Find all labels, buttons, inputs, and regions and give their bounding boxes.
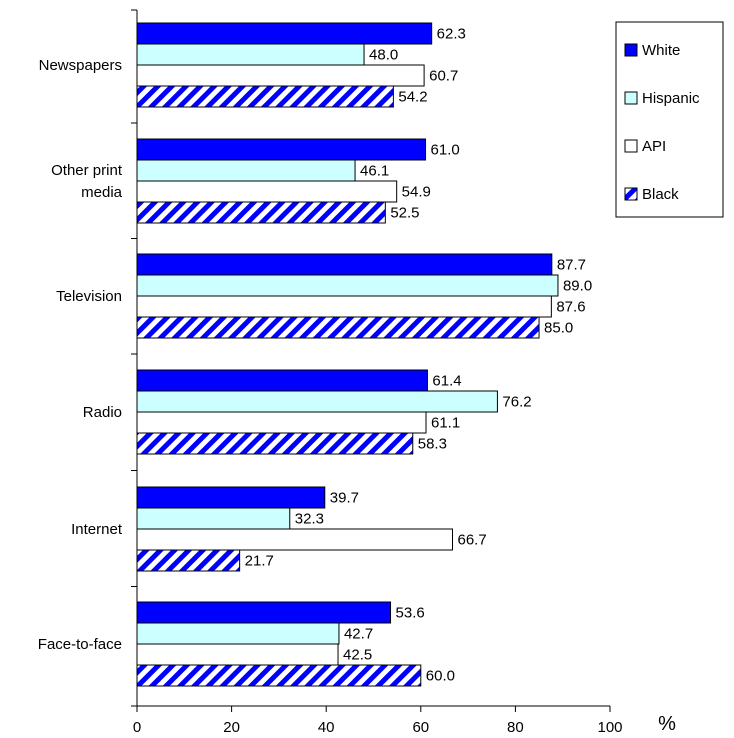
data-label-hispanic-radio: 76.2 <box>502 394 531 411</box>
bar-white-other-print-media <box>136 138 427 161</box>
data-label-hispanic-face-to-face: 42.7 <box>344 626 373 643</box>
category-label-other-print-media-line-1: Other print <box>51 162 123 179</box>
bar-api-television <box>136 295 552 318</box>
data-label-white-radio: 61.4 <box>432 373 461 390</box>
x-tick-label-100: 100 <box>597 719 622 736</box>
legend-label-white: White <box>642 42 680 59</box>
bar-black-internet <box>136 549 241 572</box>
data-label-api-television: 87.6 <box>556 299 585 316</box>
bar-black-television <box>136 316 540 339</box>
bar-hispanic-other-print-media <box>136 159 356 182</box>
category-label-radio: Radio <box>83 404 122 421</box>
data-label-black-television: 85.0 <box>544 320 573 337</box>
x-unit-label: % <box>658 713 676 735</box>
legend-label-hispanic: Hispanic <box>642 90 700 107</box>
data-label-hispanic-television: 89.0 <box>563 278 592 295</box>
data-label-black-face-to-face: 60.0 <box>426 668 455 685</box>
bar-api-newspapers <box>136 64 425 87</box>
category-label-newspapers: Newspapers <box>39 57 122 74</box>
bar-hispanic-newspapers <box>136 43 365 66</box>
bar-white-newspapers <box>136 22 433 45</box>
legend-swatch-api <box>624 139 638 153</box>
bar-hispanic-television <box>136 274 559 297</box>
legend: White Hispanic API Black <box>615 21 724 218</box>
x-tick-label-20: 20 <box>223 719 240 736</box>
bar-api-internet <box>136 528 453 551</box>
legend-swatch-black <box>624 187 638 201</box>
legend-swatch-white <box>624 43 638 57</box>
bar-api-radio <box>136 411 427 434</box>
data-label-api-other-print-media: 54.9 <box>402 184 431 201</box>
plot-area: 62.3 61.0 87.7 61.4 39.7 53.6 48.0 46.1 89.0 76.2… <box>38 9 676 736</box>
bar-api-face-to-face <box>136 643 339 666</box>
bar-hispanic-radio <box>136 390 498 413</box>
bar-black-radio <box>136 432 414 455</box>
data-label-white-internet: 39.7 <box>330 490 359 507</box>
bar-white-radio <box>136 369 428 392</box>
data-label-api-internet: 66.7 <box>457 532 486 549</box>
category-label-television: Television <box>56 288 122 305</box>
data-label-white-face-to-face: 53.6 <box>396 605 425 622</box>
bar-black-face-to-face <box>136 664 422 687</box>
data-label-api-newspapers: 60.7 <box>429 68 458 85</box>
x-tick-label-40: 40 <box>318 719 335 736</box>
data-label-white-newspapers: 62.3 <box>437 26 466 43</box>
bar-black-other-print-media <box>136 201 386 224</box>
data-label-hispanic-other-print-media: 46.1 <box>360 163 389 180</box>
legend-label-api: API <box>642 138 666 155</box>
bar-hispanic-face-to-face <box>136 622 340 645</box>
data-label-hispanic-newspapers: 48.0 <box>369 47 398 64</box>
data-label-black-newspapers: 54.2 <box>398 89 427 106</box>
bar-white-face-to-face <box>136 601 392 624</box>
category-label-other-print-media-line-2: media <box>81 184 123 201</box>
data-label-black-internet: 21.7 <box>245 553 274 570</box>
x-tick-label-0: 0 <box>133 719 141 736</box>
x-tick-label-60: 60 <box>412 719 429 736</box>
category-label-face-to-face: Face-to-face <box>38 636 122 653</box>
bar-api-other-print-media <box>136 180 398 203</box>
data-label-white-television: 87.7 <box>557 257 586 274</box>
data-label-black-radio: 58.3 <box>418 436 447 453</box>
data-label-hispanic-internet: 32.3 <box>295 511 324 528</box>
legend-label-black: Black <box>642 186 679 203</box>
bar-white-internet <box>136 486 326 509</box>
bar-black-newspapers <box>136 85 394 108</box>
data-label-api-face-to-face: 42.5 <box>343 647 372 664</box>
data-label-api-radio: 61.1 <box>431 415 460 432</box>
category-label-internet: Internet <box>71 521 123 538</box>
legend-swatch-hispanic <box>624 91 638 105</box>
bar-white-television <box>136 253 553 276</box>
x-tick-label-80: 80 <box>507 719 524 736</box>
data-label-black-other-print-media: 52.5 <box>390 205 419 222</box>
data-label-white-other-print-media: 61.0 <box>431 142 460 159</box>
bar-hispanic-internet <box>136 507 291 530</box>
